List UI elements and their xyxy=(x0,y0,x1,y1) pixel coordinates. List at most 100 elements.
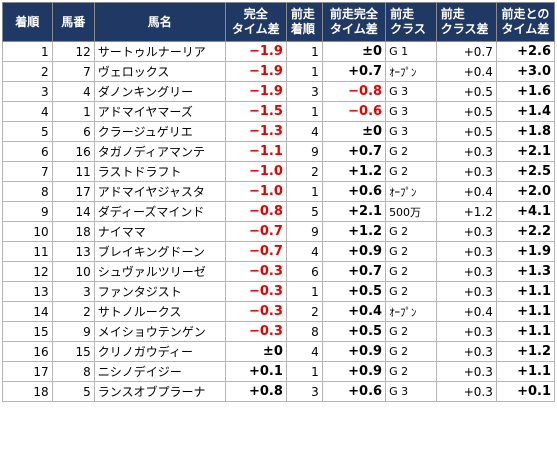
cell-prev-rank: 9 xyxy=(285,221,323,242)
cell-rank: 5 xyxy=(2,121,53,142)
cell-rank: 14 xyxy=(2,301,53,322)
table-row: 3 4 ダノンキングリー −1.9 3 −0.8 G 3 +0.5 +1.6 xyxy=(2,81,556,102)
table-row: 2 7 ヴェロックス −1.9 1 +0.7 ｵｰﾌﾟﾝ +0.4 +3.0 xyxy=(2,61,556,82)
header-class-diff: 前走 クラス差 xyxy=(435,2,497,42)
cell-rank: 10 xyxy=(2,221,53,242)
cell-time-diff: −1.0 xyxy=(224,161,287,182)
cell-total-diff: +1.1 xyxy=(495,361,556,382)
cell-horse-name: ブレイキングドーン xyxy=(93,241,226,262)
cell-horse-number: 10 xyxy=(51,261,95,282)
cell-rank: 1 xyxy=(2,41,53,62)
cell-prev-rank: 4 xyxy=(285,121,323,142)
header-class-diff-line1: 前走 xyxy=(440,7,465,21)
cell-total-diff: +1.2 xyxy=(495,341,556,362)
cell-time-diff: −0.3 xyxy=(224,301,287,322)
cell-prev-rank: 4 xyxy=(285,341,323,362)
cell-rank: 3 xyxy=(2,81,53,102)
cell-class-diff: +0.3 xyxy=(435,241,497,262)
cell-horse-number: 12 xyxy=(51,41,95,62)
cell-horse-number: 3 xyxy=(51,281,95,302)
cell-horse-name: ランスオブプラーナ xyxy=(93,381,226,402)
cell-prev-time-diff: +0.5 xyxy=(321,321,387,342)
cell-horse-name: タガノディアマンテ xyxy=(93,141,226,162)
cell-time-diff: −0.3 xyxy=(224,261,287,282)
table-row: 14 2 サトノルークス −0.3 2 +0.4 ｵｰﾌﾟﾝ +0.4 +1.1 xyxy=(2,301,556,322)
cell-horse-name: シュヴァルツリーゼ xyxy=(93,261,226,282)
table-row: 6 16 タガノディアマンテ −1.1 9 +0.7 G 2 +0.3 +2.1 xyxy=(2,141,556,162)
cell-horse-name: ファンタジスト xyxy=(93,281,226,302)
cell-prev-time-diff: +0.7 xyxy=(321,261,387,282)
cell-total-diff: +1.9 xyxy=(495,241,556,262)
cell-class-diff: +0.4 xyxy=(435,61,497,82)
cell-prev-class: G 2 xyxy=(385,241,437,262)
cell-total-diff: +1.1 xyxy=(495,281,556,302)
cell-class-diff: +0.3 xyxy=(435,261,497,282)
header-total: 前走との タイム差 xyxy=(495,2,556,42)
cell-horse-name: クリノガウディー xyxy=(93,341,226,362)
header-prev-class: 前走 クラス xyxy=(385,2,437,42)
cell-total-diff: +2.0 xyxy=(495,181,556,202)
cell-time-diff: −0.7 xyxy=(224,221,287,242)
cell-horse-name: ニシノデイジー xyxy=(93,361,226,382)
cell-horse-name: メイショウテンゲン xyxy=(93,321,226,342)
cell-time-diff: −0.7 xyxy=(224,241,287,262)
cell-prev-class: G 1 xyxy=(385,41,437,62)
cell-prev-time-diff: +1.2 xyxy=(321,221,387,242)
cell-rank: 4 xyxy=(2,101,53,122)
cell-prev-class: G 3 xyxy=(385,381,437,402)
cell-total-diff: +4.1 xyxy=(495,201,556,222)
cell-rank: 18 xyxy=(2,381,53,402)
cell-time-diff: −1.1 xyxy=(224,141,287,162)
table-row: 15 9 メイショウテンゲン −0.3 8 +0.5 G 2 +0.3 +1.1 xyxy=(2,321,556,342)
cell-time-diff: −1.5 xyxy=(224,101,287,122)
header-row: 着順 馬番 馬名 完全 タイム差 前走 着順 前走完全 タイム差 前走 クラス … xyxy=(2,2,556,42)
cell-prev-class: G 2 xyxy=(385,161,437,182)
cell-prev-time-diff: +2.1 xyxy=(321,201,387,222)
cell-rank: 11 xyxy=(2,241,53,262)
cell-total-diff: +0.1 xyxy=(495,381,556,402)
header-class-diff-line2: クラス差 xyxy=(440,22,489,36)
cell-prev-time-diff: +0.7 xyxy=(321,141,387,162)
cell-rank: 12 xyxy=(2,261,53,282)
cell-class-diff: +0.3 xyxy=(435,321,497,342)
cell-prev-class: G 2 xyxy=(385,341,437,362)
cell-time-diff: −1.3 xyxy=(224,121,287,142)
cell-rank: 15 xyxy=(2,321,53,342)
cell-horse-number: 15 xyxy=(51,341,95,362)
cell-rank: 8 xyxy=(2,181,53,202)
cell-time-diff: −1.9 xyxy=(224,81,287,102)
cell-prev-class: G 2 xyxy=(385,321,437,342)
cell-total-diff: +2.5 xyxy=(495,161,556,182)
cell-total-diff: +1.1 xyxy=(495,301,556,322)
cell-horse-number: 1 xyxy=(51,101,95,122)
cell-prev-rank: 1 xyxy=(285,101,323,122)
cell-prev-rank: 8 xyxy=(285,321,323,342)
header-prev-class-line2: クラス xyxy=(390,22,426,36)
cell-total-diff: +3.0 xyxy=(495,61,556,82)
cell-prev-rank: 9 xyxy=(285,141,323,162)
cell-prev-rank: 3 xyxy=(285,81,323,102)
cell-time-diff: +0.8 xyxy=(224,381,287,402)
table-row: 4 1 アドマイヤマーズ −1.5 1 −0.6 G 3 +0.5 +1.4 xyxy=(2,101,556,122)
cell-prev-time-diff: +0.9 xyxy=(321,241,387,262)
cell-horse-name: クラージュゲリエ xyxy=(93,121,226,142)
header-prev-diff-line2: タイム差 xyxy=(330,22,378,36)
header-total-line2: タイム差 xyxy=(501,22,550,36)
cell-total-diff: +1.3 xyxy=(495,261,556,282)
race-result-table: 着順 馬番 馬名 完全 タイム差 前走 着順 前走完全 タイム差 前走 クラス … xyxy=(2,2,556,402)
cell-horse-number: 13 xyxy=(51,241,95,262)
cell-prev-class: G 2 xyxy=(385,221,437,242)
cell-prev-class: G 2 xyxy=(385,281,437,302)
header-total-line1: 前走との xyxy=(501,7,550,21)
cell-class-diff: +0.3 xyxy=(435,281,497,302)
cell-prev-time-diff: +0.9 xyxy=(321,361,387,382)
cell-rank: 6 xyxy=(2,141,53,162)
table-row: 12 10 シュヴァルツリーゼ −0.3 6 +0.7 G 2 +0.3 +1.3 xyxy=(2,261,556,282)
cell-prev-time-diff: −0.6 xyxy=(321,101,387,122)
cell-horse-name: ヴェロックス xyxy=(93,61,226,82)
cell-prev-class: G 2 xyxy=(385,261,437,282)
cell-time-diff: −0.8 xyxy=(224,201,287,222)
cell-horse-number: 8 xyxy=(51,361,95,382)
cell-prev-class: 500万 xyxy=(385,201,437,222)
cell-horse-number: 18 xyxy=(51,221,95,242)
